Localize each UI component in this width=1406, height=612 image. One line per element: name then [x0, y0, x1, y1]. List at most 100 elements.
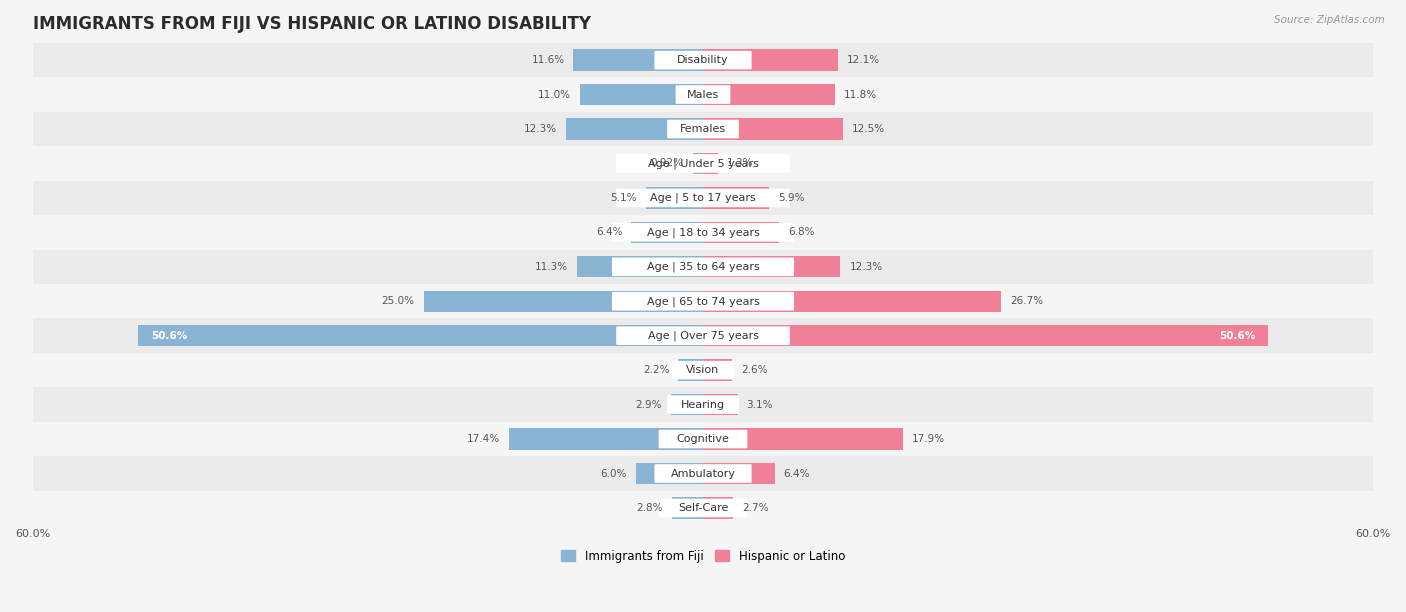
Text: 2.8%: 2.8%: [637, 503, 662, 513]
Text: 6.0%: 6.0%: [600, 469, 627, 479]
Text: Age | Under 5 years: Age | Under 5 years: [648, 159, 758, 169]
Bar: [703, 50, 838, 71]
Bar: [32, 250, 1374, 284]
Bar: [576, 256, 703, 277]
Bar: [636, 463, 703, 484]
Text: 11.0%: 11.0%: [538, 89, 571, 100]
Bar: [32, 77, 1374, 112]
FancyBboxPatch shape: [616, 326, 790, 345]
Text: 11.3%: 11.3%: [534, 262, 568, 272]
Bar: [581, 84, 703, 105]
Text: Self-Care: Self-Care: [678, 503, 728, 513]
Text: 1.3%: 1.3%: [727, 159, 754, 168]
Text: Females: Females: [681, 124, 725, 134]
Text: 12.1%: 12.1%: [848, 55, 880, 65]
Text: Hearing: Hearing: [681, 400, 725, 409]
Text: 5.1%: 5.1%: [610, 193, 637, 203]
Bar: [645, 187, 703, 209]
Bar: [32, 146, 1374, 181]
Bar: [703, 291, 1001, 312]
Text: Ambulatory: Ambulatory: [671, 469, 735, 479]
Text: 0.92%: 0.92%: [651, 159, 683, 168]
Text: Age | 5 to 17 years: Age | 5 to 17 years: [650, 193, 756, 203]
FancyBboxPatch shape: [654, 465, 752, 483]
FancyBboxPatch shape: [658, 499, 748, 517]
Bar: [565, 118, 703, 140]
Bar: [32, 318, 1374, 353]
Legend: Immigrants from Fiji, Hispanic or Latino: Immigrants from Fiji, Hispanic or Latino: [557, 545, 849, 567]
Text: Source: ZipAtlas.com: Source: ZipAtlas.com: [1274, 15, 1385, 25]
FancyBboxPatch shape: [658, 430, 748, 449]
Text: Age | 18 to 34 years: Age | 18 to 34 years: [647, 227, 759, 237]
Text: 50.6%: 50.6%: [150, 330, 187, 341]
FancyBboxPatch shape: [612, 223, 794, 242]
FancyBboxPatch shape: [616, 188, 790, 207]
Bar: [32, 181, 1374, 215]
Text: 5.9%: 5.9%: [778, 193, 804, 203]
Text: 2.7%: 2.7%: [742, 503, 769, 513]
Bar: [703, 187, 769, 209]
Text: Age | 65 to 74 years: Age | 65 to 74 years: [647, 296, 759, 307]
Text: Males: Males: [688, 89, 718, 100]
Text: 6.4%: 6.4%: [596, 228, 623, 237]
Text: 12.3%: 12.3%: [523, 124, 557, 134]
FancyBboxPatch shape: [666, 120, 740, 138]
Bar: [679, 359, 703, 381]
Bar: [672, 498, 703, 518]
Text: Cognitive: Cognitive: [676, 434, 730, 444]
Bar: [138, 325, 703, 346]
Text: Disability: Disability: [678, 55, 728, 65]
Bar: [423, 291, 703, 312]
Bar: [32, 43, 1374, 77]
FancyBboxPatch shape: [612, 292, 794, 310]
Text: 12.3%: 12.3%: [849, 262, 883, 272]
Text: 17.4%: 17.4%: [467, 434, 499, 444]
Text: 6.8%: 6.8%: [787, 228, 814, 237]
Bar: [32, 422, 1374, 457]
Bar: [703, 118, 842, 140]
Text: 50.6%: 50.6%: [1219, 330, 1256, 341]
Bar: [703, 463, 775, 484]
FancyBboxPatch shape: [666, 395, 740, 414]
Bar: [32, 112, 1374, 146]
Bar: [32, 387, 1374, 422]
FancyBboxPatch shape: [676, 85, 730, 104]
Text: Age | Over 75 years: Age | Over 75 years: [648, 330, 758, 341]
FancyBboxPatch shape: [672, 361, 734, 379]
Text: IMMIGRANTS FROM FIJI VS HISPANIC OR LATINO DISABILITY: IMMIGRANTS FROM FIJI VS HISPANIC OR LATI…: [32, 15, 591, 33]
Bar: [509, 428, 703, 450]
Text: 3.1%: 3.1%: [747, 400, 773, 409]
Text: Age | 35 to 64 years: Age | 35 to 64 years: [647, 261, 759, 272]
Bar: [703, 394, 738, 416]
Bar: [693, 153, 703, 174]
Bar: [32, 353, 1374, 387]
FancyBboxPatch shape: [654, 51, 752, 69]
Text: 11.6%: 11.6%: [531, 55, 564, 65]
Bar: [703, 222, 779, 243]
Bar: [32, 284, 1374, 318]
Text: Vision: Vision: [686, 365, 720, 375]
Text: 2.2%: 2.2%: [643, 365, 669, 375]
Bar: [703, 325, 1268, 346]
Text: 2.9%: 2.9%: [636, 400, 662, 409]
FancyBboxPatch shape: [616, 154, 790, 173]
Text: 11.8%: 11.8%: [844, 89, 877, 100]
Bar: [671, 394, 703, 416]
Bar: [631, 222, 703, 243]
Bar: [703, 498, 733, 518]
Bar: [32, 215, 1374, 250]
Bar: [703, 153, 717, 174]
Bar: [703, 256, 841, 277]
Text: 6.4%: 6.4%: [783, 469, 810, 479]
Bar: [574, 50, 703, 71]
Bar: [32, 491, 1374, 525]
FancyBboxPatch shape: [612, 258, 794, 276]
Text: 26.7%: 26.7%: [1011, 296, 1043, 306]
Bar: [703, 84, 835, 105]
Bar: [703, 428, 903, 450]
Bar: [32, 457, 1374, 491]
Bar: [703, 359, 733, 381]
Text: 12.5%: 12.5%: [852, 124, 884, 134]
Text: 25.0%: 25.0%: [382, 296, 415, 306]
Text: 2.6%: 2.6%: [741, 365, 768, 375]
